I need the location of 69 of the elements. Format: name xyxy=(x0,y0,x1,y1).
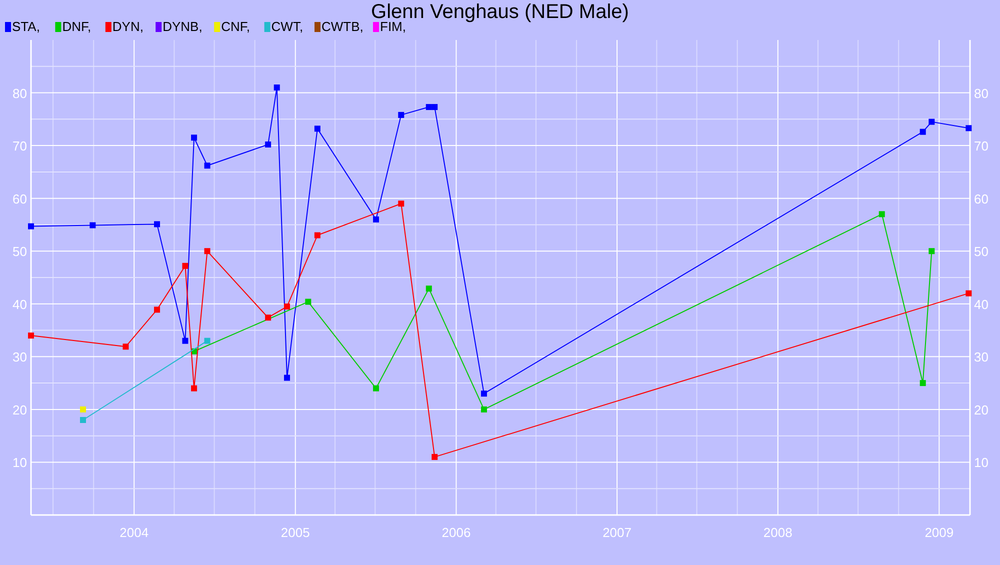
point xyxy=(373,385,380,392)
point xyxy=(480,406,487,412)
point xyxy=(28,223,34,230)
point xyxy=(928,118,935,125)
y-tick-label: 60 xyxy=(12,191,27,206)
point xyxy=(398,112,404,118)
point xyxy=(878,211,885,218)
legend-label: DYN, xyxy=(112,19,144,34)
point xyxy=(480,390,487,397)
y-tick-label: 70 xyxy=(12,138,27,154)
point xyxy=(432,104,438,110)
y-tick-label: 50 xyxy=(12,244,27,260)
y2-tick-label: 50 xyxy=(974,244,988,260)
point xyxy=(90,222,96,228)
point xyxy=(314,232,320,238)
y-tick-label: 40 xyxy=(12,296,27,312)
x-tick-label: 2007 xyxy=(602,525,632,540)
point xyxy=(432,454,438,460)
point xyxy=(80,406,86,412)
y2-tick-label: 30 xyxy=(974,350,988,365)
x-tick-label: 2008 xyxy=(763,525,792,540)
point xyxy=(398,200,404,207)
x-tick-label: 2006 xyxy=(442,525,471,540)
point xyxy=(204,248,210,254)
point xyxy=(80,417,86,423)
point xyxy=(122,344,129,350)
x-tick-label: 2004 xyxy=(120,525,149,540)
y-tick-label: 80 xyxy=(12,86,27,101)
point xyxy=(204,338,210,344)
legend-label: CNF, xyxy=(221,19,250,34)
y-tick-label: 20 xyxy=(12,402,27,418)
point xyxy=(426,286,432,292)
point xyxy=(920,380,926,386)
point xyxy=(966,290,972,296)
y-tick-label: 10 xyxy=(12,455,27,470)
y2-tick-label: 10 xyxy=(974,455,988,470)
y2-tick-label: 20 xyxy=(974,402,988,418)
y2-tick-label: 40 xyxy=(974,296,988,312)
point xyxy=(154,221,160,228)
point xyxy=(284,374,290,381)
legend-label: CWTB, xyxy=(322,19,364,34)
point xyxy=(373,216,380,222)
y2-tick-label: 80 xyxy=(974,86,988,101)
point xyxy=(265,314,272,321)
legend-label: DYNB, xyxy=(162,19,202,34)
point xyxy=(191,385,198,392)
point xyxy=(966,125,972,132)
point xyxy=(191,134,198,141)
point xyxy=(314,126,320,132)
y-tick-label: 30 xyxy=(12,350,27,365)
legend-label: DNF, xyxy=(62,19,92,34)
point xyxy=(204,162,210,169)
point xyxy=(182,338,188,344)
point xyxy=(274,84,280,90)
point xyxy=(928,248,935,254)
legend-label: STA, xyxy=(12,19,40,34)
y2-tick-label: 70 xyxy=(974,138,988,154)
point xyxy=(154,306,160,313)
point xyxy=(284,304,290,310)
y2-tick-label: 60 xyxy=(974,191,988,206)
point xyxy=(920,128,926,135)
point xyxy=(265,142,272,148)
point xyxy=(182,262,188,269)
x-tick-label: 2005 xyxy=(280,525,310,540)
point xyxy=(426,104,432,110)
legend-label: CWT, xyxy=(271,19,304,34)
point xyxy=(28,332,34,339)
point xyxy=(305,298,312,305)
x-tick-label: 2009 xyxy=(924,525,954,540)
